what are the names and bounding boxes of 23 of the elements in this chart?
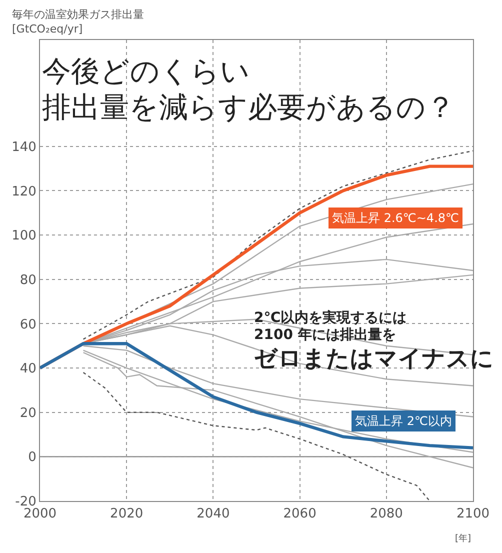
y-tick-label: 0 bbox=[28, 450, 36, 466]
annotation: 2℃以内を実現するには bbox=[254, 309, 407, 326]
x-tick-label: 2040 bbox=[196, 506, 230, 522]
annotation: 気温上昇 2.6℃~4.8℃ bbox=[332, 211, 459, 225]
x-tick-label: 2060 bbox=[283, 506, 316, 522]
x-tick-label: 2000 bbox=[23, 506, 57, 522]
annotation: 気温上昇 2℃以内 bbox=[355, 414, 452, 428]
y-tick-label: 80 bbox=[20, 272, 36, 288]
y-tick-label: 140 bbox=[12, 140, 36, 155]
y-tick-label: 120 bbox=[12, 184, 36, 200]
y-tick-label: 100 bbox=[12, 228, 36, 244]
annotation: 2100 年には排出量を bbox=[254, 327, 396, 343]
y-tick-label: 40 bbox=[20, 362, 36, 377]
text: 今後どのくらい bbox=[42, 54, 250, 88]
x-tick-label: 2100 bbox=[456, 506, 490, 522]
x-axis-title: [年] bbox=[455, 533, 472, 544]
x-tick-label: 2020 bbox=[110, 506, 144, 522]
y-axis-title: 毎年の温室効果ガス排出量 [GtCO₂eq/yr] bbox=[12, 8, 144, 36]
x-tick-label: 2080 bbox=[370, 506, 403, 522]
y-tick-label: 60 bbox=[20, 317, 36, 332]
y-tick-label: 20 bbox=[20, 406, 36, 421]
text: 排出量を減らす必要があるの？ bbox=[42, 90, 455, 124]
annotation: ゼロまたはマイナスに bbox=[254, 346, 494, 372]
